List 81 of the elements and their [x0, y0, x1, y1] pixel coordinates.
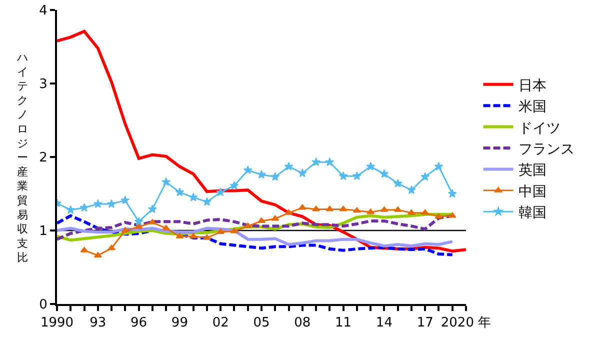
- y-tick-label: 4: [39, 4, 48, 19]
- point: [243, 166, 252, 174]
- point: [94, 252, 102, 258]
- x-tick-label: 17: [416, 316, 434, 331]
- point: [338, 171, 348, 180]
- point: [448, 212, 456, 218]
- legend-label: フランス: [518, 141, 574, 158]
- point: [270, 172, 280, 181]
- point: [325, 157, 334, 166]
- y-tick-label: 2: [39, 150, 48, 166]
- y-tick-label: 0: [39, 298, 48, 313]
- x-tick-label: 96: [130, 316, 148, 331]
- point: [162, 177, 171, 186]
- legend-label: ドイツ: [518, 120, 560, 136]
- x-tick-label: 99: [171, 316, 188, 331]
- point: [434, 162, 444, 170]
- line-series: [57, 214, 454, 256]
- point: [380, 169, 389, 178]
- point: [108, 244, 116, 250]
- point: [134, 223, 143, 229]
- point: [284, 162, 294, 170]
- point: [257, 170, 266, 179]
- point: [202, 197, 212, 206]
- legend-label: 韓国: [518, 205, 546, 222]
- point: [366, 162, 376, 170]
- point: [312, 157, 321, 166]
- legend-label: 米国: [518, 99, 546, 116]
- point: [448, 189, 457, 198]
- point: [298, 168, 307, 178]
- point: [188, 192, 198, 202]
- point: [352, 207, 361, 213]
- point: [366, 208, 375, 214]
- point: [326, 206, 334, 212]
- x-tick-label: 2020 年: [440, 316, 492, 331]
- point: [216, 228, 225, 234]
- point: [175, 188, 184, 196]
- point: [80, 246, 88, 252]
- legend-label: 中国: [518, 184, 546, 200]
- x-tick-label: 93: [90, 316, 106, 331]
- point: [406, 185, 416, 194]
- point: [420, 172, 430, 181]
- point: [284, 209, 293, 215]
- point: [271, 215, 280, 221]
- x-tick-label: 1990: [40, 316, 74, 331]
- point: [312, 206, 320, 212]
- legend-label: 英国: [518, 162, 546, 179]
- point: [258, 217, 266, 223]
- x-tick-label: 02: [212, 316, 229, 331]
- x-tick-label: 14: [376, 316, 392, 331]
- point: [244, 222, 252, 228]
- y-tick-label: 3: [39, 77, 48, 92]
- y-tick-label: 1: [39, 224, 48, 240]
- point: [216, 188, 226, 196]
- point: [230, 228, 238, 234]
- point: [230, 180, 239, 190]
- point: [148, 218, 156, 224]
- point: [421, 209, 430, 215]
- point: [66, 205, 76, 214]
- point: [203, 234, 211, 240]
- point: [93, 199, 102, 208]
- point: [176, 232, 184, 238]
- point: [120, 196, 130, 204]
- point: [434, 213, 443, 219]
- x-tick-label: 11: [335, 316, 352, 331]
- legend-label: 日本: [518, 78, 546, 94]
- point: [134, 216, 144, 226]
- point: [148, 204, 157, 214]
- point: [80, 203, 89, 212]
- text: ハイテクノロジー産業貿易収支比: [17, 51, 28, 264]
- point: [339, 206, 348, 212]
- x-tick-label: 05: [253, 316, 270, 331]
- point: [393, 178, 402, 188]
- point: [408, 209, 416, 215]
- point: [380, 206, 388, 212]
- point: [189, 232, 198, 238]
- x-tick-label: 08: [294, 316, 311, 331]
- point: [162, 224, 170, 230]
- point: [394, 206, 402, 212]
- point: [298, 204, 306, 210]
- point: [107, 199, 116, 208]
- point: [352, 171, 362, 180]
